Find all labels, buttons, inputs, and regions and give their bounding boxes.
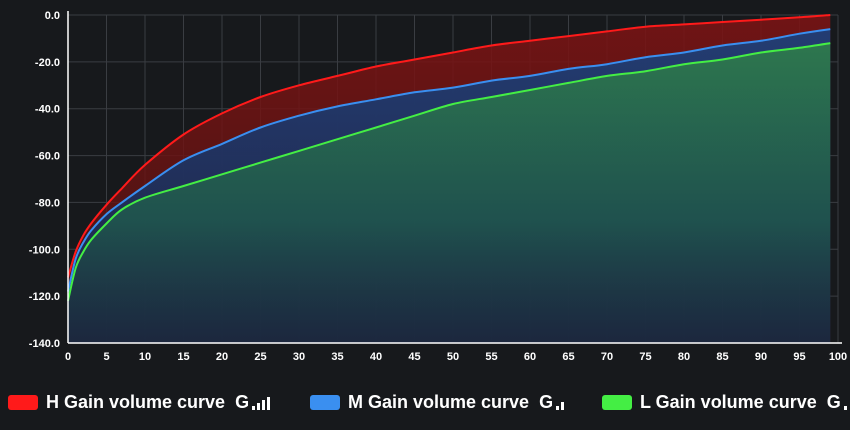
x-tick-label: 85	[716, 351, 728, 363]
legend-swatch-l	[602, 394, 632, 410]
x-tick-label: 90	[755, 351, 767, 363]
x-tick-label: 20	[216, 351, 228, 363]
x-tick-label: 10	[139, 351, 151, 363]
y-tick-label: -120.0	[29, 291, 60, 303]
signal-gain-low-icon: G	[827, 393, 849, 411]
axes	[67, 11, 842, 344]
x-tick-label: 5	[103, 351, 109, 363]
line-m-gain	[67, 28, 831, 292]
x-tick-label: 65	[562, 351, 574, 363]
legend-item-m-gain[interactable]: M Gain volume curve G	[310, 384, 566, 420]
legend: H Gain volume curve G M Gain volume curv…	[0, 384, 850, 420]
volume-curve-chart: 0.0 -20.0 -40.0 -60.0 -80.0 -100.0 -120.0 -140.…	[29, 10, 847, 363]
x-tick-label: 50	[447, 351, 459, 363]
x-tick-label: 55	[485, 351, 497, 363]
signal-gain-high-icon: G	[235, 393, 272, 411]
x-tick-label: 95	[793, 351, 805, 363]
legend-label-l: L Gain volume curve	[640, 391, 817, 412]
x-tick-label: 35	[331, 351, 343, 363]
line-h-gain	[67, 14, 831, 278]
x-tick-label: 60	[524, 351, 536, 363]
y-tick-label: -140.0	[29, 338, 60, 350]
legend-label-h: H Gain volume curve	[46, 391, 226, 412]
x-tick-label: 25	[254, 351, 266, 363]
x-tick-label: 15	[177, 351, 189, 363]
legend-item-l-gain[interactable]: L Gain volume curve G	[602, 384, 849, 420]
y-tick-label: -40.0	[35, 104, 60, 116]
line-l-gain	[67, 42, 831, 302]
legend-label-m: M Gain volume curve	[348, 391, 530, 412]
legend-swatch-m	[310, 394, 340, 410]
y-tick-label: -100.0	[29, 244, 60, 256]
y-tick-label: -20.0	[35, 57, 60, 69]
y-tick-label: 0.0	[45, 10, 60, 22]
x-tick-label: 70	[601, 351, 613, 363]
x-tick-label: 0	[65, 351, 71, 363]
x-tick-label: 80	[678, 351, 690, 363]
series-lines	[67, 14, 831, 302]
legend-item-h-gain[interactable]: H Gain volume curve G	[8, 384, 272, 420]
tick-labels: 0.0 -20.0 -40.0 -60.0 -80.0 -100.0 -120.0 -140.…	[29, 10, 847, 363]
y-tick-label: -60.0	[35, 151, 60, 163]
area-l-gain	[68, 43, 831, 343]
x-tick-label: 40	[370, 351, 382, 363]
x-tick-label: 100	[829, 351, 847, 363]
x-tick-label: 45	[408, 351, 420, 363]
legend-swatch-h	[8, 394, 38, 410]
y-tick-label: -80.0	[35, 197, 60, 209]
series-areas	[68, 15, 831, 343]
x-tick-label: 75	[639, 351, 651, 363]
x-tick-label: 30	[293, 351, 305, 363]
signal-gain-medium-icon: G	[539, 393, 566, 411]
